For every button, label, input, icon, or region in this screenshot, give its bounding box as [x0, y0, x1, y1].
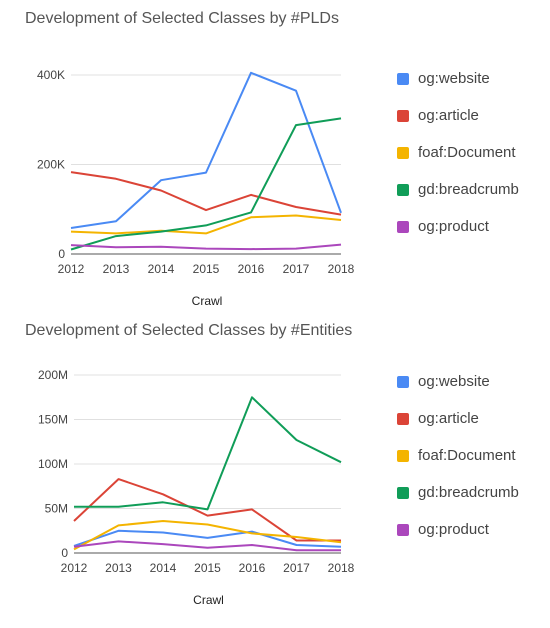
x-tick-label: 2014 [150, 561, 177, 575]
y-tick-label: 150M [38, 413, 68, 427]
legend-label: og:article [418, 410, 479, 427]
series-line-og-article [70, 171, 342, 216]
legend-label: og:website [418, 373, 490, 390]
series-line-og-website [70, 71, 342, 229]
legend-item-og-website: og:website [397, 70, 519, 107]
x-tick-label: 2012 [61, 561, 88, 575]
series-line-og-website [73, 529, 342, 548]
chart-title: Development of Selected Classes by #Enti… [25, 322, 353, 339]
x-tick-label: 2013 [105, 561, 132, 575]
x-tick-label: 2013 [103, 262, 130, 276]
entities-chart-plot: 0 50M 100M 150M 200M 2012 2013 2014 2015 2016 2017… [38, 368, 355, 607]
series-line-og-product [70, 243, 342, 251]
y-tick-label: 200M [38, 368, 68, 382]
x-axis-label: Crawl [192, 294, 223, 308]
chart-title: Development of Selected Classes by #PLDs [25, 10, 339, 27]
legend-swatch [397, 413, 409, 425]
legend-item-foaf-document: foaf:Document [397, 144, 519, 181]
x-tick-label: 2018 [328, 561, 355, 575]
series-line-og-product [73, 540, 341, 552]
legend-label: og:article [418, 107, 479, 124]
series-line-og-article [73, 478, 341, 542]
series-line-gd-breadcrumb [70, 117, 342, 251]
legend-label: og:product [418, 218, 489, 235]
x-tick-label: 2016 [238, 262, 265, 276]
series-line-foaf-document [73, 520, 342, 551]
legend-swatch [397, 450, 409, 462]
y-tick-label: 200K [37, 158, 65, 172]
plds-chart: Development of Selected Classes by #PLDs… [0, 0, 550, 312]
legend-label: foaf:Document [418, 144, 516, 161]
entities-chart: Development of Selected Classes by #Enti… [0, 312, 550, 628]
legend-item-og-website: og:website [397, 373, 519, 410]
entities-legend: og:website og:article foaf:Document gd:b… [397, 373, 519, 558]
legend-item-og-product: og:product [397, 521, 519, 558]
legend-item-og-product: og:product [397, 218, 519, 255]
x-tick-label: 2015 [193, 262, 220, 276]
y-tick-label: 0 [58, 247, 65, 261]
legend-swatch [397, 73, 409, 85]
x-tick-label: 2017 [283, 262, 310, 276]
series-line-gd-breadcrumb [74, 396, 342, 511]
legend-label: gd:breadcrumb [418, 181, 519, 198]
y-tick-label: 0 [61, 546, 68, 560]
series-line-foaf-document [70, 214, 342, 235]
legend-label: gd:breadcrumb [418, 484, 519, 501]
y-tick-label: 50M [45, 502, 68, 516]
legend-swatch [397, 524, 409, 536]
legend-label: foaf:Document [418, 447, 516, 464]
y-tick-label: 400K [37, 68, 65, 82]
x-axis-label: Crawl [193, 593, 224, 607]
plds-chart-plot: 0 200K 400K 2012 2013 2014 2015 2016 2017 2018 Cra… [37, 68, 355, 308]
legend-item-foaf-document: foaf:Document [397, 447, 519, 484]
legend-item-gd-breadcrumb: gd:breadcrumb [397, 484, 519, 521]
x-tick-label: 2015 [194, 561, 221, 575]
legend-item-og-article: og:article [397, 410, 519, 447]
legend-swatch [397, 487, 409, 499]
legend-label: og:website [418, 70, 490, 87]
x-tick-label: 2012 [58, 262, 85, 276]
plds-legend: og:website og:article foaf:Document gd:b… [397, 70, 519, 255]
legend-item-og-article: og:article [397, 107, 519, 144]
x-tick-label: 2018 [328, 262, 355, 276]
legend-swatch [397, 147, 409, 159]
x-tick-label: 2017 [283, 561, 310, 575]
y-tick-label: 100M [38, 457, 68, 471]
x-tick-label: 2016 [239, 561, 266, 575]
x-tick-label: 2014 [148, 262, 175, 276]
legend-item-gd-breadcrumb: gd:breadcrumb [397, 181, 519, 218]
legend-swatch [397, 184, 409, 196]
legend-swatch [397, 376, 409, 388]
legend-swatch [397, 221, 409, 233]
legend-label: og:product [418, 521, 489, 538]
legend-swatch [397, 110, 409, 122]
